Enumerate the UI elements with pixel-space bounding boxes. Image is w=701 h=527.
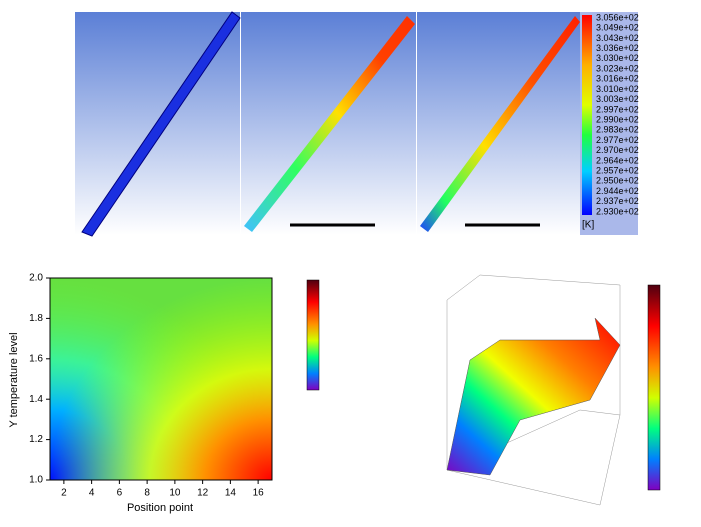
- colorbar-label: 3.010e+02: [596, 84, 639, 94]
- unit: [K]: [582, 220, 594, 231]
- colorbar-label: 2.977e+02: [596, 135, 639, 145]
- bar-hot: [420, 16, 580, 232]
- colorbar-label: 2.983e+02: [596, 125, 639, 135]
- colorbar-label: 3.056e+02: [596, 12, 639, 22]
- y-tick-label: 1.4: [29, 394, 43, 405]
- contour-colorbar: [306, 279, 320, 391]
- y-tick-label: 1.8: [29, 313, 43, 324]
- colorbar-label: 3.003e+02: [596, 94, 639, 104]
- colorbar-label: 2.957e+02: [596, 166, 639, 176]
- colorbar-label: 3.043e+02: [596, 33, 639, 43]
- colorbar-label: 2.950e+02: [596, 176, 639, 186]
- y-tick-label: 2.0: [29, 273, 43, 284]
- bar-mid: [244, 16, 415, 232]
- x-tick-label: 8: [144, 488, 150, 499]
- x-tick-label: 16: [253, 488, 265, 499]
- y-tick-label: 1.6: [29, 353, 43, 364]
- colorbar-label: 2.964e+02: [596, 155, 639, 165]
- contour-hot: [50, 278, 272, 480]
- colorbar-label: 2.997e+02: [596, 104, 639, 114]
- colorbar-label: 2.944e+02: [596, 186, 639, 196]
- bar-cold: [81, 11, 241, 237]
- plot-frame: [49, 277, 273, 481]
- x-tick-label: 4: [89, 488, 95, 499]
- colorbar-label: 2.970e+02: [596, 145, 639, 155]
- colorbar-label: 3.023e+02: [596, 63, 639, 73]
- x-tick-label: 10: [169, 488, 181, 499]
- colorbar-label: 2.990e+02: [596, 114, 639, 124]
- y-axis-label: Y temperature level: [8, 332, 20, 427]
- x-tick-label: 2: [61, 488, 67, 499]
- colorbar-label: 3.049e+02: [596, 23, 639, 33]
- x-tick-label: 6: [117, 488, 123, 499]
- colorbar-label: 2.937e+02: [596, 196, 639, 206]
- colorbar-label: 3.016e+02: [596, 74, 639, 84]
- x-axis-label: Position point: [127, 502, 193, 514]
- colorbar-label: 3.030e+02: [596, 53, 639, 63]
- surface: [446, 317, 621, 476]
- y-tick-label: 1.0: [29, 475, 43, 486]
- colorbar-label: 2.930e+02: [596, 206, 639, 216]
- colorbar-label: 3.036e+02: [596, 43, 639, 53]
- colorbar: [582, 15, 592, 215]
- y-tick-label: 1.2: [29, 434, 43, 445]
- surface-colorbar: [647, 284, 661, 491]
- x-tick-label: 14: [225, 488, 237, 499]
- x-tick-label: 12: [197, 488, 209, 499]
